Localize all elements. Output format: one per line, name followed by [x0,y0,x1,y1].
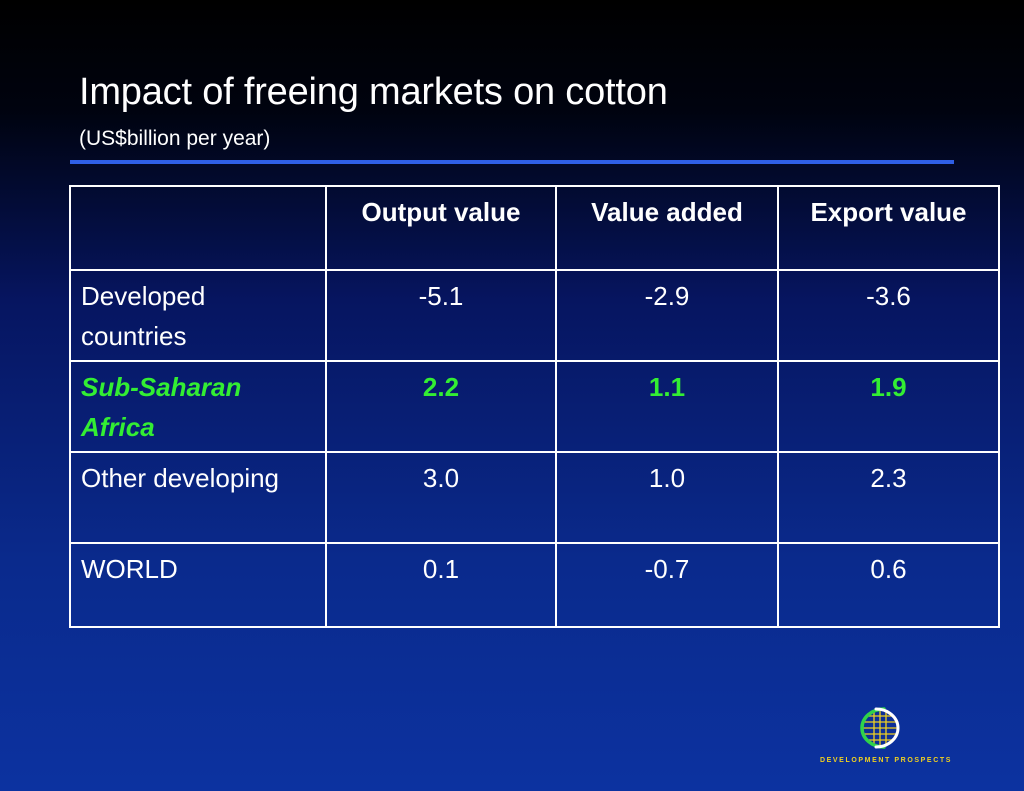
output-value-cell: 2.2 [325,360,557,453]
table-header-row: Output value Value added Export value [69,185,1000,271]
row-label: WORLD [69,542,327,628]
title-divider [70,160,954,164]
value-added-cell: 1.0 [555,451,779,544]
export-value-cell: 2.3 [777,451,1000,544]
value-added-cell: -0.7 [555,542,779,628]
development-prospects-logo: DEVELOPMENT PROSPECTS [818,700,954,770]
table-row: Other developing 3.0 1.0 2.3 [69,451,1000,544]
table-row: Developed countries -5.1 -2.9 -3.6 [69,269,1000,362]
export-value-cell: -3.6 [777,269,1000,362]
header-cell-value-added: Value added [555,185,779,271]
value-added-cell: 1.1 [555,360,779,453]
export-value-cell: 0.6 [777,542,1000,628]
value-added-cell: -2.9 [555,269,779,362]
output-value-cell: 3.0 [325,451,557,544]
globe-logo-icon [860,707,900,749]
row-label: Other developing [69,451,327,544]
table-row: WORLD 0.1 -0.7 0.6 [69,542,1000,628]
logo-text: DEVELOPMENT PROSPECTS [819,757,952,764]
row-label: Developed countries [69,269,327,362]
table-row-highlighted: Sub-Saharan Africa 2.2 1.1 1.9 [69,360,1000,453]
data-table: Output value Value added Export value De… [69,185,1000,628]
slide-title: Impact of freeing markets on cotton [79,71,668,113]
row-label: Sub-Saharan Africa [69,360,327,453]
header-cell-output-value: Output value [325,185,557,271]
export-value-cell: 1.9 [777,360,1000,453]
header-cell-export-value: Export value [777,185,1000,271]
slide-subtitle: (US$billion per year) [79,127,271,150]
header-cell-blank [69,185,327,271]
output-value-cell: 0.1 [325,542,557,628]
output-value-cell: -5.1 [325,269,557,362]
